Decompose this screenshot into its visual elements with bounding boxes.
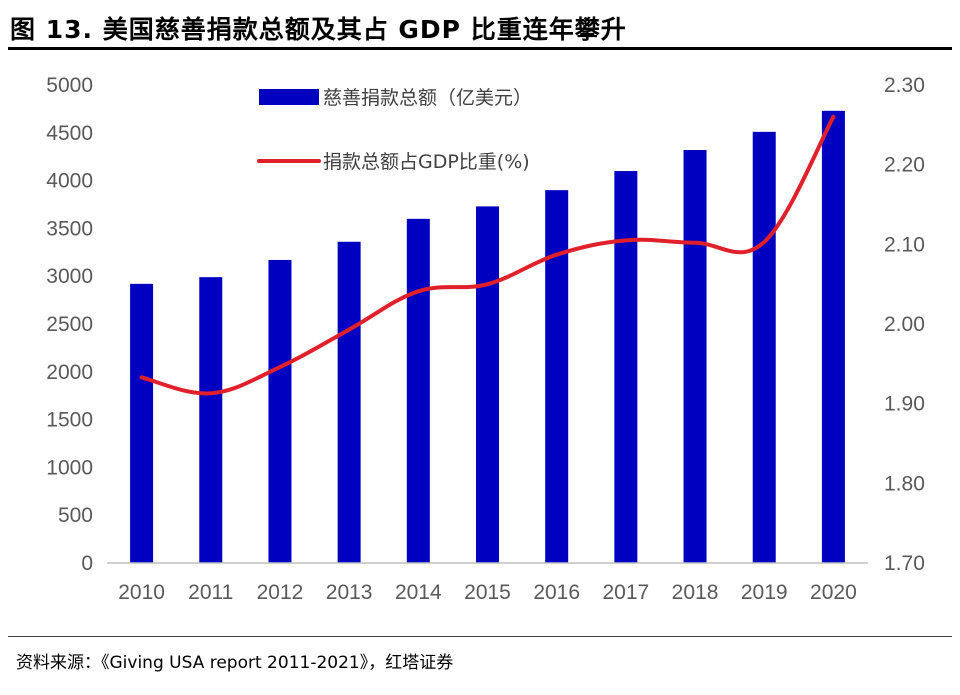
y-left-tick-label: 2500: [46, 313, 93, 336]
x-tick-label: 2013: [326, 581, 373, 604]
bar: [406, 218, 430, 563]
bar: [476, 206, 499, 564]
legend-bar-label: 慈善捐款总额（亿美元）: [323, 87, 532, 109]
bar: [683, 150, 707, 563]
y-left-tick-label: 3500: [46, 217, 93, 240]
bar: [821, 110, 845, 563]
y-right-tick-label: 2.00: [884, 313, 925, 336]
y-left-tick-label: 2000: [46, 361, 93, 384]
x-tick-label: 2012: [257, 581, 304, 604]
bar: [545, 190, 569, 563]
line-series: [139, 114, 836, 396]
bar: [752, 131, 776, 563]
y-left-tick-label: 4000: [46, 170, 93, 193]
y-left-tick-label: 500: [58, 504, 93, 527]
title-rule: [8, 47, 952, 50]
footer-rule: [8, 636, 952, 637]
x-tick-label: 2017: [603, 581, 650, 604]
legend-bar-swatch: [259, 89, 319, 105]
legend-line-label: 捐款总额占GDP比重(%): [323, 151, 530, 173]
bar: [268, 259, 292, 563]
y-right-tick-label: 2.10: [884, 233, 925, 256]
x-tick-label: 2010: [118, 581, 165, 604]
x-tick-label: 2018: [672, 581, 719, 604]
y-left-tick-label: 3000: [46, 265, 93, 288]
x-tick-label: 2011: [188, 581, 233, 604]
bar: [130, 283, 154, 563]
x-tick-label: 2016: [533, 581, 580, 604]
y-right-tick-label: 2.30: [884, 74, 925, 97]
y-left-tick-label: 1500: [46, 409, 93, 432]
y-left-tick-label: 5000: [46, 74, 93, 97]
y-left-tick-label: 0: [81, 552, 93, 575]
bar: [199, 277, 223, 563]
y-left-tick-label: 1000: [46, 456, 93, 479]
x-tick-label: 2015: [464, 581, 511, 604]
x-tick-label: 2014: [395, 581, 442, 604]
y-right-tick-label: 1.70: [884, 552, 925, 575]
y-right-tick-label: 1.90: [884, 393, 925, 416]
x-tick-label: 2019: [741, 581, 788, 604]
y-right-tick-label: 2.20: [884, 154, 925, 177]
y-left-tick-label: 4500: [46, 122, 93, 145]
x-tick-label: 2020: [810, 581, 857, 604]
bar: [614, 171, 638, 564]
figure-title: 图 13. 美国慈善捐款总额及其占 GDP 比重连年攀升: [10, 15, 627, 44]
y-right-tick-label: 1.80: [884, 472, 925, 495]
chart: 0 500 1000 1500 2000 2500 3000 3500 4000 4500 5000…: [46, 74, 925, 604]
bar: [337, 241, 361, 563]
source-note: 资料来源：《Giving USA report 2011-2021》，红塔证券: [16, 653, 454, 673]
